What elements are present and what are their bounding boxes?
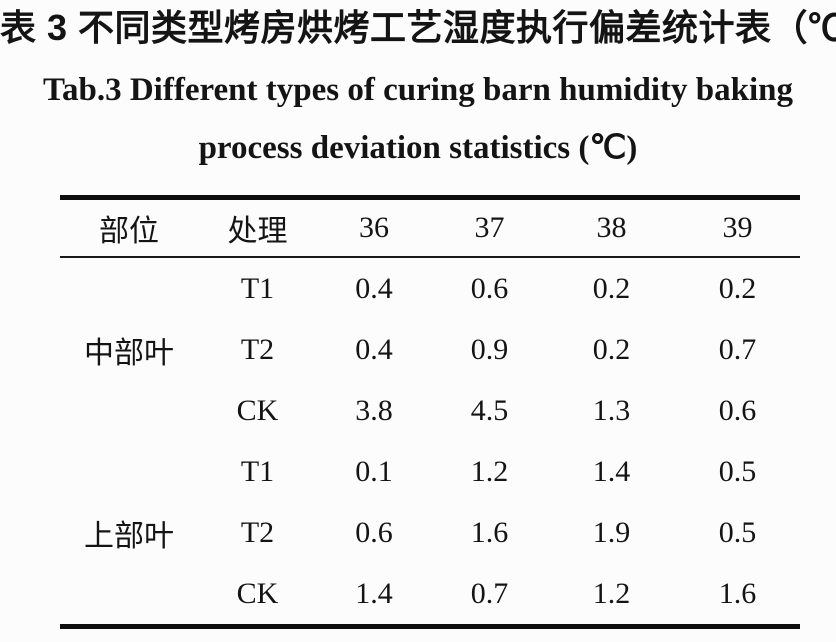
table-cell: 0.2 (718, 271, 757, 305)
table-cell: 1.4 (592, 454, 631, 488)
table-cell: 1.6 (718, 576, 757, 610)
table-cell: 0.7 (718, 332, 757, 366)
table-cell: 0.4 (355, 332, 393, 366)
table-cell: 0.4 (355, 271, 393, 305)
treatment-cell: T2 (240, 332, 275, 366)
row-group-label-upper-leaf: 上部叶 (84, 519, 174, 553)
treatment-cell: CK (236, 393, 279, 427)
table-cell: 0.6 (470, 271, 509, 305)
table-cell: 0.5 (718, 454, 757, 488)
table-cell: 1.2 (470, 454, 509, 488)
table-cell: 0.6 (718, 393, 757, 427)
treatment-cell: T1 (240, 454, 275, 488)
column-header-38: 38 (596, 211, 627, 244)
table-cell: 3.8 (355, 393, 393, 427)
treatment-cell: T1 (240, 271, 275, 305)
column-header-37: 37 (474, 211, 505, 244)
column-header-part: 部位 (99, 215, 159, 248)
table-cell: 0.5 (718, 515, 757, 549)
table-cell: 0.2 (592, 332, 631, 366)
table-cell: 4.5 (470, 393, 509, 427)
table-cell: 1.9 (592, 515, 631, 549)
table-cell: 1.6 (470, 515, 509, 549)
table-cell: 1.2 (592, 576, 631, 610)
treatment-cell: T2 (240, 515, 275, 549)
table-row: CK 1.4 0.7 1.2 1.6 (60, 563, 800, 627)
row-group-label-middle-leaf: 中部叶 (84, 336, 174, 370)
treatment-cell: CK (236, 576, 279, 610)
table-row: 上部叶 T1 0.1 1.2 1.4 0.5 (60, 441, 800, 553)
table-row: 中部叶 T1 0.4 0.6 0.2 0.2 (60, 257, 800, 370)
table-cell: 0.7 (470, 576, 509, 610)
table-cell: 0.6 (355, 515, 393, 549)
table-caption-zh: 表 3 不同类型烤房烘烤工艺湿度执行偏差统计表（℃） (0, 7, 836, 48)
column-header-36: 36 (359, 211, 389, 244)
table-row: T2 0.4 0.9 0.2 0.7 (60, 319, 800, 380)
table-cell: 1.4 (355, 576, 393, 610)
deviation-statistics-table: 部位 处理 36 37 38 39 中部叶 T1 0.4 0.6 0.2 0.2… (60, 195, 800, 629)
table-caption-en-line1: Tab.3 Different types of curing barn hum… (43, 72, 793, 108)
table-cell: 0.1 (355, 454, 393, 488)
header-row: 部位 处理 36 37 38 39 (60, 198, 800, 257)
table-cell: 0.9 (470, 332, 509, 366)
table-cell: 1.3 (592, 393, 631, 427)
table-row: CK 3.8 4.5 1.3 0.6 (60, 380, 800, 441)
table-row: T2 0.6 1.6 1.9 0.5 (60, 502, 800, 563)
table-cell: 0.2 (592, 271, 631, 305)
column-header-treatment: 处理 (227, 215, 288, 248)
table-caption-en-line2: process deviation statistics (℃) (198, 130, 638, 166)
column-header-39: 39 (722, 211, 753, 244)
